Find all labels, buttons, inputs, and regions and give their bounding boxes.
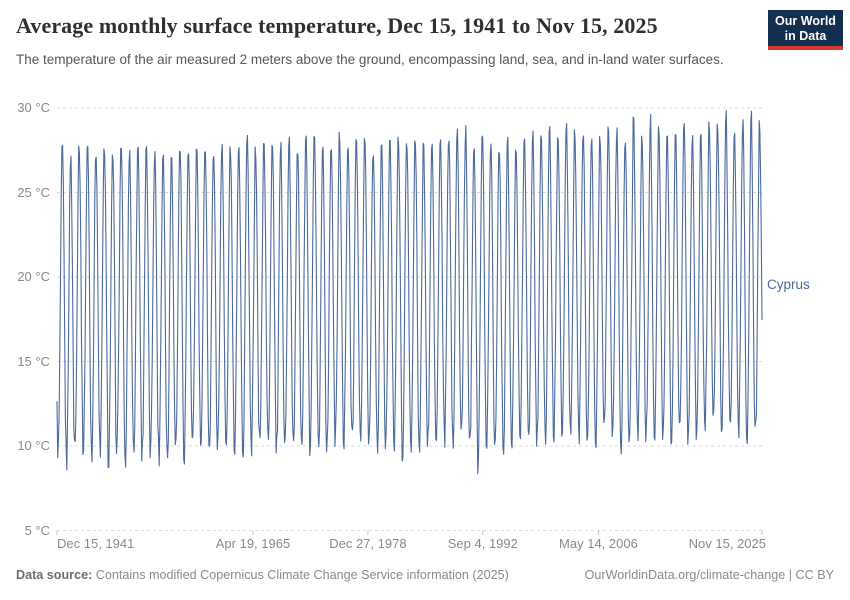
page-title: Average monthly surface temperature, Dec… [16, 13, 658, 38]
x-axis-label-0: Dec 15, 1941 [57, 536, 135, 551]
x-axis-label-1: Apr 19, 1965 [215, 536, 291, 551]
temperature-series-line[interactable] [56, 110, 763, 475]
page-subtitle: The temperature of the air measured 2 me… [16, 52, 724, 67]
x-axis-ticks [56, 530, 763, 535]
y-axis-label-15: 15 °C [17, 353, 50, 369]
owid-logo-line2: in Data [784, 29, 827, 43]
data-source-text: Contains modified Copernicus Climate Cha… [92, 568, 509, 582]
owid-logo-line1: Our World [775, 14, 836, 28]
y-axis-label-20: 20 °C [17, 269, 50, 284]
data-source-note: Data source: Contains modified Copernicu… [16, 568, 509, 582]
series-entity-label[interactable]: Cyprus [767, 277, 810, 292]
owid-logo[interactable]: Our World in Data [768, 10, 843, 50]
data-source-label: Data source: [16, 568, 93, 582]
chart-footer: Data source: Contains modified Copernicu… [16, 568, 834, 582]
y-axis-label-5: 5 °C [24, 522, 50, 538]
owid-citation-link[interactable]: OurWorldinData.org/climate-change | CC B… [584, 568, 834, 582]
y-axis-label-10: 10 °C [17, 438, 50, 453]
x-axis-label-3: Sep 4, 1992 [447, 536, 518, 551]
y-axis-label-25: 25 °C [17, 184, 50, 200]
y-axis-label-30: 30 °C [17, 100, 50, 115]
x-axis-label-4: May 14, 2006 [559, 536, 638, 551]
x-axis-label-5: Nov 15, 2025 [688, 536, 766, 551]
x-axis-label-2: Dec 27, 1978 [329, 536, 407, 551]
